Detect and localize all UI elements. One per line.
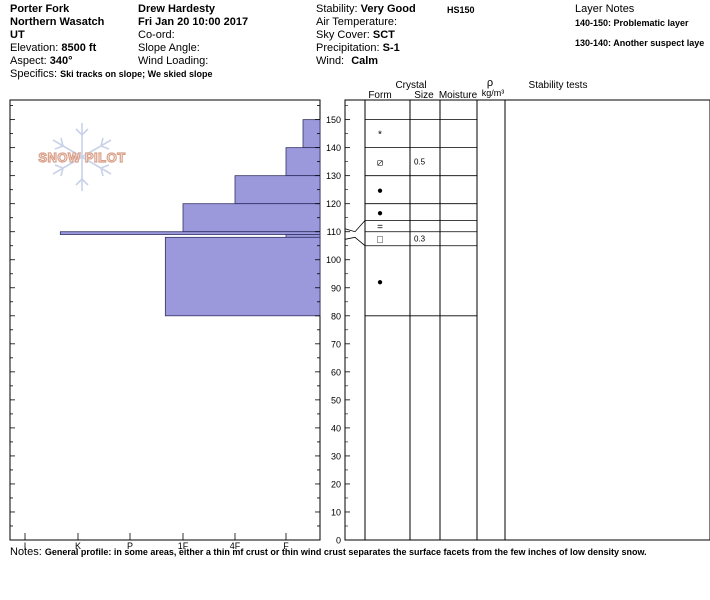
layer-note-2: 130-140: Another suspect laye bbox=[575, 38, 705, 48]
layer-notes-title: Layer Notes bbox=[575, 3, 635, 15]
hardness-x-axis: I K P 1F 4F F bbox=[24, 533, 289, 551]
range-name: Northern Wasatch bbox=[10, 16, 105, 28]
hardness-bar-1 bbox=[285, 147, 321, 177]
crystal-form-0: * bbox=[378, 130, 382, 141]
depth-label-60: 60 bbox=[331, 367, 341, 377]
crystal-layer-rows: * ⧄ 0.5 ● ● = □ 0.3 ● bbox=[344, 119, 477, 317]
aspect-label: Aspect: bbox=[10, 55, 47, 67]
air-temperature-label: Air Temperature: bbox=[316, 16, 398, 28]
depth-label-10: 10 bbox=[331, 507, 341, 517]
x-tick-label-K: K bbox=[75, 541, 81, 551]
crystal-size-5: 0.3 bbox=[414, 235, 426, 244]
hardness-bar-2 bbox=[234, 175, 321, 205]
snowflake-icon bbox=[52, 123, 112, 191]
depth-label-140: 140 bbox=[326, 143, 341, 153]
notes-label: Notes: bbox=[10, 546, 42, 558]
logo-text: SNOW PILOT bbox=[38, 150, 125, 165]
crystal-form-5: □ bbox=[377, 235, 383, 246]
depth-label-0: 0 bbox=[336, 536, 341, 546]
hardness-plot-frame bbox=[9, 99, 321, 541]
crystal-header: Crystal bbox=[395, 80, 426, 91]
rho-header: ρ bbox=[487, 77, 493, 89]
stability-label: Stability: bbox=[316, 3, 358, 15]
depth-scale: 0 10 20 30 40 50 60 70 80 90 100 110 120 130 140 150 bbox=[326, 105, 350, 546]
depth-label-110: 110 bbox=[327, 227, 341, 237]
hs-value: HS150 bbox=[447, 5, 475, 15]
sky-cover-field: Sky Cover: SCT bbox=[316, 29, 395, 41]
observer-name: Drew Hardesty bbox=[138, 3, 216, 15]
depth-label-80: 80 bbox=[331, 311, 341, 321]
depth-label-70: 70 bbox=[331, 339, 341, 349]
stability-tests-header: Stability tests bbox=[529, 80, 588, 91]
specifics-label: Specifics: bbox=[10, 68, 58, 80]
depth-label-50: 50 bbox=[331, 395, 341, 405]
form-header: Form bbox=[368, 90, 391, 101]
coord-label: Co-ord: bbox=[138, 29, 175, 41]
x-tick-label-I: I bbox=[24, 541, 27, 551]
precipitation-label: Precipitation: bbox=[316, 42, 380, 54]
crystal-form-2: ● bbox=[377, 186, 383, 197]
notes-text: General profile: in some areas, either a… bbox=[44, 547, 647, 557]
density-unit-header: kg/m³ bbox=[482, 88, 505, 98]
x-tick-label-4F: 4F bbox=[230, 541, 241, 551]
crust-connector-upper bbox=[344, 220, 366, 233]
crystal-form-4: = bbox=[377, 222, 383, 233]
stability-value: Very Good bbox=[360, 3, 416, 15]
depth-label-90: 90 bbox=[331, 283, 341, 293]
depth-label-40: 40 bbox=[331, 423, 341, 433]
location-name: Porter Fork bbox=[10, 3, 70, 15]
specifics-value: Ski tracks on slope; We skied slope bbox=[60, 69, 213, 79]
wind-field: Wind: Calm bbox=[316, 55, 378, 67]
depth-label-100: 100 bbox=[326, 255, 341, 265]
hardness-bar-3 bbox=[182, 203, 321, 233]
crust-connector-lower bbox=[344, 236, 366, 247]
aspect-value: 340° bbox=[49, 55, 73, 67]
wind-loading-label: Wind Loading: bbox=[138, 55, 209, 67]
hardness-bars bbox=[59, 119, 321, 317]
crystal-form-3: ● bbox=[377, 208, 383, 219]
sky-cover-label: Sky Cover: bbox=[316, 29, 370, 41]
sky-cover-value: SCT bbox=[372, 29, 395, 41]
elevation-label: Elevation: bbox=[10, 42, 59, 54]
snow-pilot-logo: SNOW PILOT bbox=[38, 123, 126, 191]
slope-angle-label: Slope Angle: bbox=[138, 42, 200, 54]
depth-label-120: 120 bbox=[326, 199, 341, 209]
x-tick-label-P: P bbox=[127, 541, 133, 551]
depth-label-150: 150 bbox=[326, 115, 341, 125]
size-header: Size bbox=[414, 90, 434, 101]
elevation-field: Elevation: 8500 ft bbox=[10, 42, 96, 54]
x-tick-label-1F: 1F bbox=[178, 541, 189, 551]
profile-table-frame bbox=[344, 99, 710, 541]
precipitation-field: Precipitation: S-1 bbox=[316, 42, 400, 54]
depth-label-20: 20 bbox=[331, 479, 341, 489]
crystal-form-1: ⧄ bbox=[377, 158, 383, 169]
x-tick-label-F: F bbox=[283, 541, 289, 551]
crystal-form-6: ● bbox=[377, 277, 383, 288]
elevation-value: 8500 ft bbox=[61, 42, 97, 54]
moisture-header: Moisture bbox=[439, 90, 478, 101]
wind-value: Calm bbox=[351, 55, 379, 67]
observation-datetime: Fri Jan 20 10:00 2017 bbox=[138, 16, 249, 28]
depth-label-30: 30 bbox=[331, 451, 341, 461]
hardness-bar-4 bbox=[59, 231, 321, 235]
stability-field: Stability: Very Good bbox=[316, 3, 416, 15]
notes-field: Notes: General profile: in some areas, e… bbox=[10, 546, 647, 558]
hardness-bar-5 bbox=[285, 234, 321, 238]
layer-note-1: 140-150: Problematic layer bbox=[575, 18, 689, 28]
aspect-field: Aspect: 340° bbox=[10, 55, 73, 67]
hardness-y-ticks bbox=[10, 105, 320, 541]
wind-label: Wind: bbox=[316, 55, 345, 67]
depth-label-130: 130 bbox=[326, 171, 341, 181]
hardness-bar-6 bbox=[164, 236, 321, 317]
specifics-field: Specifics: Ski tracks on slope; We skied… bbox=[10, 68, 213, 80]
crystal-size-1: 0.5 bbox=[414, 158, 426, 167]
state-name: UT bbox=[10, 29, 25, 41]
precipitation-value: S-1 bbox=[382, 42, 400, 54]
